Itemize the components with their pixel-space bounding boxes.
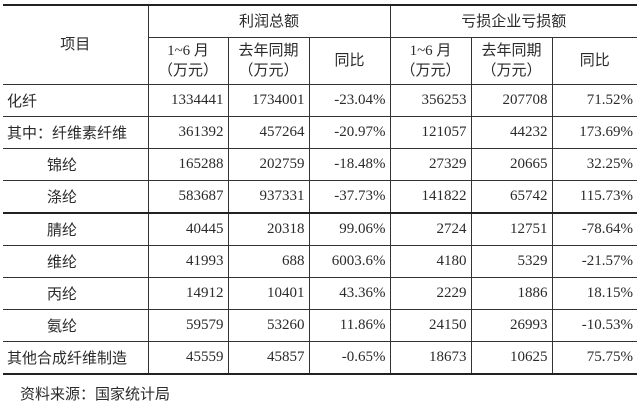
cell-value: 202759 xyxy=(227,148,310,181)
cell-value: 121057 xyxy=(389,116,472,149)
table-row: 其他合成纤维制造 45559 45857 -0.65% 18673 10625 75.75% xyxy=(3,341,637,375)
column-header: 同比 xyxy=(551,37,637,85)
cell-value: 43.36% xyxy=(308,277,391,310)
column-header-line: 同比 xyxy=(579,53,610,69)
cell-value: 11.86% xyxy=(308,309,391,342)
item-header: 项目 xyxy=(3,4,149,85)
cell-value: 18673 xyxy=(389,341,472,375)
row-label: 其中：纤维素纤维 xyxy=(3,116,149,149)
cell-value: 688 xyxy=(227,245,310,278)
cell-value: 141822 xyxy=(389,180,472,214)
column-header-line: （万元） xyxy=(481,63,542,79)
group-header-loss: 亏损企业亏损额 xyxy=(389,4,637,38)
column-header-line: 去年同期 xyxy=(238,43,299,59)
cell-value: 1734001 xyxy=(227,84,310,117)
row-label: 丙纶 xyxy=(3,277,149,310)
source-note: 资料来源：国家统计局 xyxy=(20,387,171,403)
cell-value: 173.69% xyxy=(551,116,637,149)
cell-value: 27329 xyxy=(389,148,472,181)
table-row: 丙纶 14912 10401 43.36% 2229 1886 18.15% xyxy=(3,277,637,310)
cell-value: 583687 xyxy=(147,180,229,214)
group-header-profit: 利润总额 xyxy=(147,4,391,38)
cell-value: 71.52% xyxy=(551,84,637,117)
row-label: 腈纶 xyxy=(3,212,149,246)
row-label: 其他合成纤维制造 xyxy=(3,341,149,375)
cell-value: 20318 xyxy=(227,212,310,246)
column-header: 去年同期 （万元） xyxy=(227,37,310,85)
row-label: 氨纶 xyxy=(3,309,149,342)
cell-value: 12751 xyxy=(470,212,553,246)
cell-value: 937331 xyxy=(227,180,310,214)
cell-value: 24150 xyxy=(389,309,472,342)
cell-value: 4180 xyxy=(389,245,472,278)
column-header-line: （万元） xyxy=(238,63,299,79)
cell-value: 40445 xyxy=(147,212,229,246)
cell-value: 10625 xyxy=(470,341,553,375)
cell-value: 32.25% xyxy=(551,148,637,181)
table-row: 氨纶 59579 53260 11.86% 24150 26993 -10.53% xyxy=(3,309,637,342)
row-label: 维纶 xyxy=(3,245,149,278)
cell-value: 1334441 xyxy=(147,84,229,117)
cell-value: 5329 xyxy=(470,245,553,278)
fiber-profit-table: 项目 利润总额 亏损企业亏损额 1~6 月 （万元） 去年同期 （万元） 同比 1~6 月… xyxy=(3,4,637,375)
table-row: 其中：纤维素纤维 361392 457264 -20.97% 121057 44232 17… xyxy=(3,116,637,149)
cell-value: 10401 xyxy=(227,277,310,310)
cell-value: 2724 xyxy=(389,212,472,246)
cell-value: 14912 xyxy=(147,277,229,310)
cell-value: -23.04% xyxy=(308,84,391,117)
cell-value: -0.65% xyxy=(308,341,391,375)
cell-value: 41993 xyxy=(147,245,229,278)
column-header: 1~6 月 （万元） xyxy=(148,37,229,85)
cell-value: 53260 xyxy=(227,309,310,342)
column-header: 1~6 月 （万元） xyxy=(389,37,472,85)
column-header-line: 同比 xyxy=(334,53,365,69)
cell-value: 99.06% xyxy=(308,212,391,246)
cell-value: 6003.6% xyxy=(308,245,391,278)
cell-value: 18.15% xyxy=(551,277,637,310)
column-header-line: （万元） xyxy=(157,63,218,79)
table-row: 腈纶 40445 20318 99.06% 2724 12751 -78.64% xyxy=(3,212,637,246)
column-header-line: 1~6 月 xyxy=(167,43,209,59)
cell-value: 65742 xyxy=(470,180,553,214)
cell-value: -78.64% xyxy=(551,212,637,246)
cell-value: 26993 xyxy=(470,309,553,342)
cell-value: 1886 xyxy=(470,277,553,310)
cell-value: 45559 xyxy=(147,341,229,375)
cell-value: 75.75% xyxy=(551,341,637,375)
cell-value: 457264 xyxy=(227,116,310,149)
column-header-line: 1~6 月 xyxy=(409,43,452,59)
table-row: 维纶 41993 688 6003.6% 4180 5329 -21.57% xyxy=(3,245,637,278)
table-row: 涤纶 583687 937331 -37.73% 141822 65742 115.73% xyxy=(3,180,637,214)
cell-value: 356253 xyxy=(389,84,472,117)
column-header: 去年同期 （万元） xyxy=(470,37,553,85)
cell-value: -20.97% xyxy=(308,116,391,149)
cell-value: 207708 xyxy=(470,84,553,117)
cell-value: -21.57% xyxy=(551,245,637,278)
table-row: 化纤 1334441 1734001 -23.04% 356253 207708 71.52… xyxy=(3,84,637,117)
cell-value: -10.53% xyxy=(551,309,637,342)
cell-value: 20665 xyxy=(470,148,553,181)
cell-value: -37.73% xyxy=(308,180,391,214)
row-label: 化纤 xyxy=(3,84,149,117)
cell-value: 44232 xyxy=(470,116,553,149)
column-header: 同比 xyxy=(308,37,391,85)
cell-value: 115.73% xyxy=(551,180,637,214)
cell-value: 59579 xyxy=(147,309,229,342)
column-header-line: 去年同期 xyxy=(481,43,542,59)
cell-value: 2229 xyxy=(389,277,472,310)
cell-value: 165288 xyxy=(147,148,229,181)
cell-value: -18.48% xyxy=(308,148,391,181)
column-header-line: （万元） xyxy=(400,63,461,79)
cell-value: 45857 xyxy=(227,341,310,375)
cell-value: 361392 xyxy=(147,116,229,149)
table-row: 锦纶 165288 202759 -18.48% 27329 20665 32.25% xyxy=(3,148,637,181)
row-label: 涤纶 xyxy=(3,180,149,214)
row-label: 锦纶 xyxy=(3,148,149,181)
